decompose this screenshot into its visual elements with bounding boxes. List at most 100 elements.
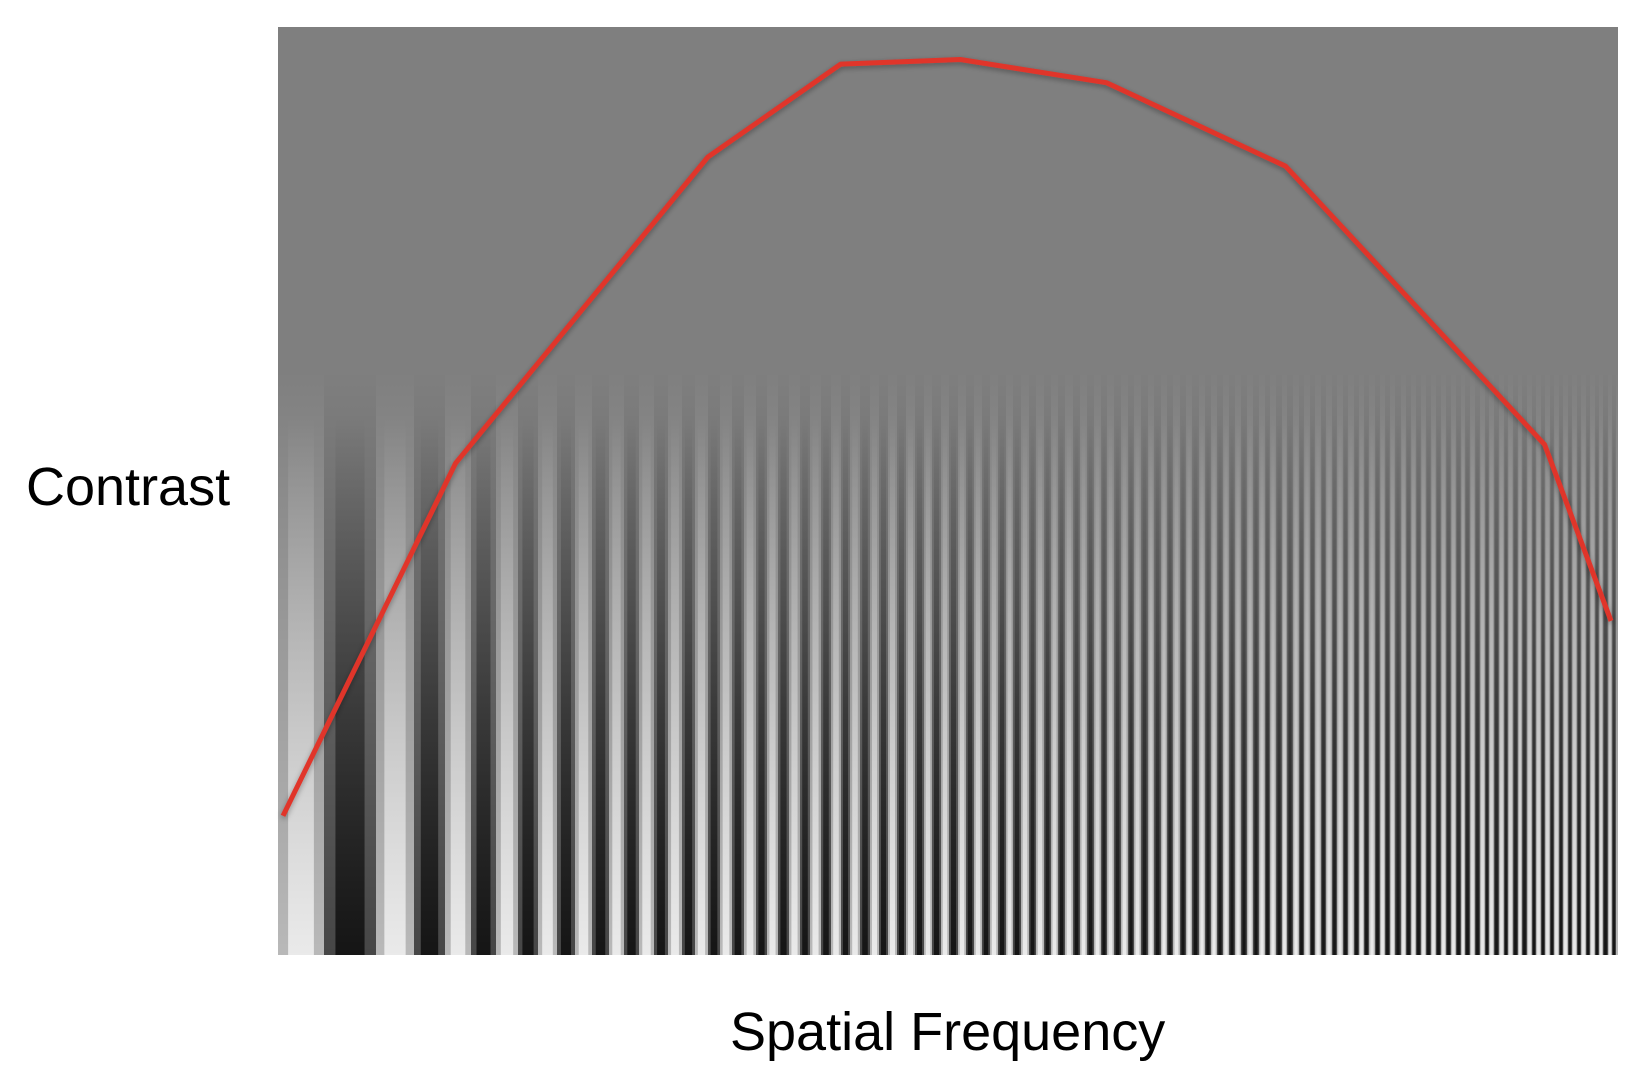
grating-dark-band-core bbox=[710, 416, 718, 955]
grating-light-band-core bbox=[833, 416, 839, 955]
grating-dark-band-core bbox=[1142, 416, 1147, 955]
grating-dark-band-core bbox=[1447, 416, 1450, 955]
grating-light-band-core bbox=[1608, 416, 1612, 955]
grating-dark-band-core bbox=[595, 416, 606, 955]
grating-light-band-core bbox=[1271, 416, 1275, 955]
grating-light-band-core bbox=[1471, 416, 1474, 955]
grating-dark-band-core bbox=[1514, 416, 1517, 955]
grating-light-band-core bbox=[612, 416, 621, 955]
grating-dark-band-core bbox=[758, 416, 765, 955]
grating-dark-band-core bbox=[1242, 416, 1246, 955]
grating-dark-band-core bbox=[1088, 416, 1093, 955]
grating-light-band-core bbox=[1022, 416, 1028, 955]
grating-light-band-core bbox=[500, 416, 514, 955]
grating-dark-band-core bbox=[983, 416, 989, 955]
grating-light-band-core bbox=[991, 416, 997, 955]
grating-light-band-core bbox=[1162, 416, 1166, 955]
grating-light-band-core bbox=[812, 416, 819, 955]
grating-dark-band-core bbox=[1485, 416, 1489, 955]
sensitivity-curve bbox=[280, 57, 1614, 817]
grating-light-band-core bbox=[1481, 416, 1484, 955]
grating-light-band-core bbox=[1546, 416, 1549, 955]
grating-dark-band-core bbox=[1437, 416, 1440, 955]
grating-dark-band-core bbox=[1386, 416, 1389, 955]
grating-dark-band-core bbox=[1541, 416, 1545, 955]
grating-light-band-core bbox=[1490, 416, 1493, 955]
grating-dark-band-core bbox=[684, 416, 693, 955]
grating-light-band-core bbox=[1591, 416, 1594, 955]
grating-light-band-core bbox=[1528, 416, 1531, 955]
grating-dark-band-core bbox=[1365, 416, 1368, 955]
grating-dark-band-core bbox=[1311, 416, 1314, 955]
grating-light-band-core bbox=[450, 416, 466, 955]
grating-light-band-core bbox=[852, 416, 858, 955]
grating-dark-band-core bbox=[1288, 416, 1292, 955]
grating-dark-band-core bbox=[1407, 416, 1410, 955]
grating-dark-band-core bbox=[916, 416, 923, 955]
grating-dark-band-core bbox=[1504, 416, 1508, 955]
grating-light-band-core bbox=[1095, 416, 1100, 955]
grating-dark-band-core bbox=[1230, 416, 1234, 955]
grating-light-band-core bbox=[578, 416, 589, 955]
grating-dark-band-core bbox=[627, 416, 636, 955]
y-axis-label: Contrast bbox=[26, 457, 231, 517]
grating-dark-band-core bbox=[880, 416, 887, 955]
grating-dark-band-core bbox=[1059, 416, 1064, 955]
grating-light-band-core bbox=[722, 416, 730, 955]
grating-light-band-core bbox=[746, 416, 754, 955]
x-axis-label: Spatial Frequency bbox=[730, 1002, 1166, 1062]
grating-light-band-core bbox=[1555, 416, 1558, 955]
grating-dark-band-core bbox=[1168, 416, 1172, 955]
grating-light-band-core bbox=[1573, 416, 1576, 955]
grating-dark-band-core bbox=[1322, 416, 1325, 955]
grating-light-band-core bbox=[889, 416, 896, 955]
grating-light-band-core bbox=[288, 416, 314, 955]
grating-dark-band-core bbox=[1427, 416, 1430, 955]
grating-light-band-core bbox=[1582, 416, 1585, 955]
grating-light-band-core bbox=[642, 416, 651, 955]
grating-light-band-core bbox=[1432, 416, 1435, 955]
grating-light-band-core bbox=[1402, 416, 1405, 955]
grating-dark-band-core bbox=[898, 416, 905, 955]
grating-light-band-core bbox=[1236, 416, 1240, 955]
grating-dark-band-core bbox=[1495, 416, 1498, 955]
grating-light-band-core bbox=[1135, 416, 1140, 955]
grating-light-band-core bbox=[1391, 416, 1394, 955]
grating-light-band-core bbox=[1381, 416, 1384, 955]
grating-dark-band-core bbox=[862, 416, 868, 955]
grating-light-band-core bbox=[791, 416, 798, 955]
grating-light-band-core bbox=[1316, 416, 1320, 955]
grating-dark-band-core bbox=[1476, 416, 1479, 955]
grating-dark-band-core bbox=[1074, 416, 1079, 955]
grating-light-band-core bbox=[1412, 416, 1415, 955]
grating-light-band-core bbox=[1518, 416, 1522, 955]
grating-dark-band-core bbox=[1559, 416, 1563, 955]
grating-dark-band-core bbox=[1030, 416, 1035, 955]
grating-light-band-core bbox=[1224, 416, 1228, 955]
grating-light-band-core bbox=[1108, 416, 1113, 955]
grating-light-band-core bbox=[1509, 416, 1512, 955]
grating-light-band-core bbox=[1007, 416, 1012, 955]
grating-dark-band-core bbox=[1604, 416, 1607, 955]
grating-light-band-core bbox=[1452, 416, 1455, 955]
grating-dark-band-core bbox=[1376, 416, 1379, 955]
grating-light-band-core bbox=[384, 416, 406, 955]
grating-light-band-core bbox=[1327, 416, 1331, 955]
grating-light-band-core bbox=[1149, 416, 1153, 955]
grating-dark-band-core bbox=[1333, 416, 1336, 955]
grating-dark-band-core bbox=[1102, 416, 1106, 955]
grating-dark-band-core bbox=[522, 416, 534, 955]
grating-dark-band-core bbox=[999, 416, 1005, 955]
grating-dark-band-core bbox=[950, 416, 957, 955]
grating-dark-band-core bbox=[1129, 416, 1133, 955]
grating-dark-band-core bbox=[560, 416, 572, 955]
grating-dark-band-core bbox=[1577, 416, 1581, 955]
grating-light-band-core bbox=[1461, 416, 1465, 955]
grating-dark-band-core bbox=[420, 416, 439, 955]
grating-dark-band-core bbox=[1595, 416, 1599, 955]
grating-dark-band-core bbox=[1523, 416, 1526, 955]
grating-light-band-core bbox=[925, 416, 931, 955]
grating-light-band-core bbox=[942, 416, 948, 955]
grating-dark-band-core bbox=[780, 416, 787, 955]
